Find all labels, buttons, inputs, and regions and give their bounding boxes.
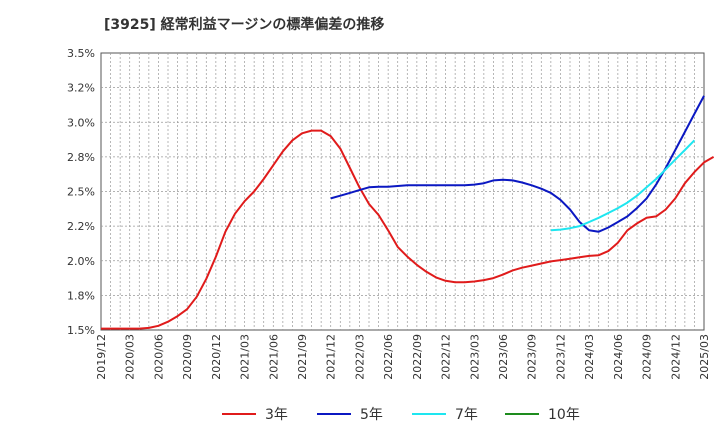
- y-tick-label: 2.2%: [67, 220, 95, 233]
- x-tick-label: 2022/09: [411, 334, 424, 380]
- grid-layer: [101, 53, 704, 330]
- x-tick-label: 2023/03: [468, 334, 481, 380]
- x-tick-label: 2020/09: [181, 334, 194, 380]
- legend-label: 5年: [360, 407, 383, 423]
- x-tick-label: 2024/12: [669, 334, 682, 380]
- x-tick-label: 2025/03: [698, 334, 711, 380]
- x-tick-label: 2024/06: [612, 334, 625, 380]
- x-tick-label: 2020/03: [124, 334, 137, 380]
- x-tick-label: 2022/06: [382, 334, 395, 380]
- legend-label: 7年: [455, 407, 478, 423]
- x-axis: 2019/12 2020/03 2020/06 2020/09 2020/12 2021/…: [95, 334, 711, 380]
- x-tick-label: 2021/12: [325, 334, 338, 380]
- legend: 3年 5年 7年 10年: [222, 407, 580, 423]
- x-tick-label: 2023/12: [554, 334, 567, 380]
- y-tick-label: 1.5%: [67, 324, 95, 337]
- y-tick-label: 1.8%: [67, 289, 95, 302]
- y-tick-label: 2.8%: [67, 151, 95, 164]
- x-tick-label: 2021/03: [239, 334, 252, 380]
- x-tick-label: 2020/06: [152, 334, 165, 380]
- x-tick-label: 2023/09: [526, 334, 539, 380]
- y-axis: 3.5% 3.2% 3.0% 2.8% 2.5% 2.2% 2.0% 1.8% 1.5%: [67, 47, 95, 337]
- series-line-7年: [550, 139, 696, 232]
- y-tick-label: 3.2%: [67, 82, 95, 95]
- y-tick-label: 3.0%: [67, 116, 95, 129]
- x-tick-label: 2022/12: [440, 334, 453, 380]
- x-tick-label: 2020/12: [210, 334, 223, 380]
- x-tick-label: 2022/03: [353, 334, 366, 380]
- x-tick-label: 2023/06: [497, 334, 510, 380]
- y-tick-label: 2.5%: [67, 186, 95, 199]
- x-tick-label: 2019/12: [95, 334, 108, 380]
- x-tick-label: 2021/09: [296, 334, 309, 380]
- series-line-3年: [101, 129, 715, 330]
- legend-label: 10年: [548, 407, 580, 423]
- chart-title: [3925] 経常利益マージンの標準偏差の推移: [104, 17, 385, 33]
- y-tick-label: 2.0%: [67, 255, 95, 268]
- series-line-5年: [330, 95, 705, 233]
- x-tick-label: 2024/09: [641, 334, 654, 380]
- y-tick-label: 3.5%: [67, 47, 95, 60]
- series-layer: [101, 95, 715, 330]
- x-tick-label: 2021/06: [267, 334, 280, 380]
- legend-label: 3年: [265, 407, 288, 423]
- x-tick-label: 2024/03: [583, 334, 596, 380]
